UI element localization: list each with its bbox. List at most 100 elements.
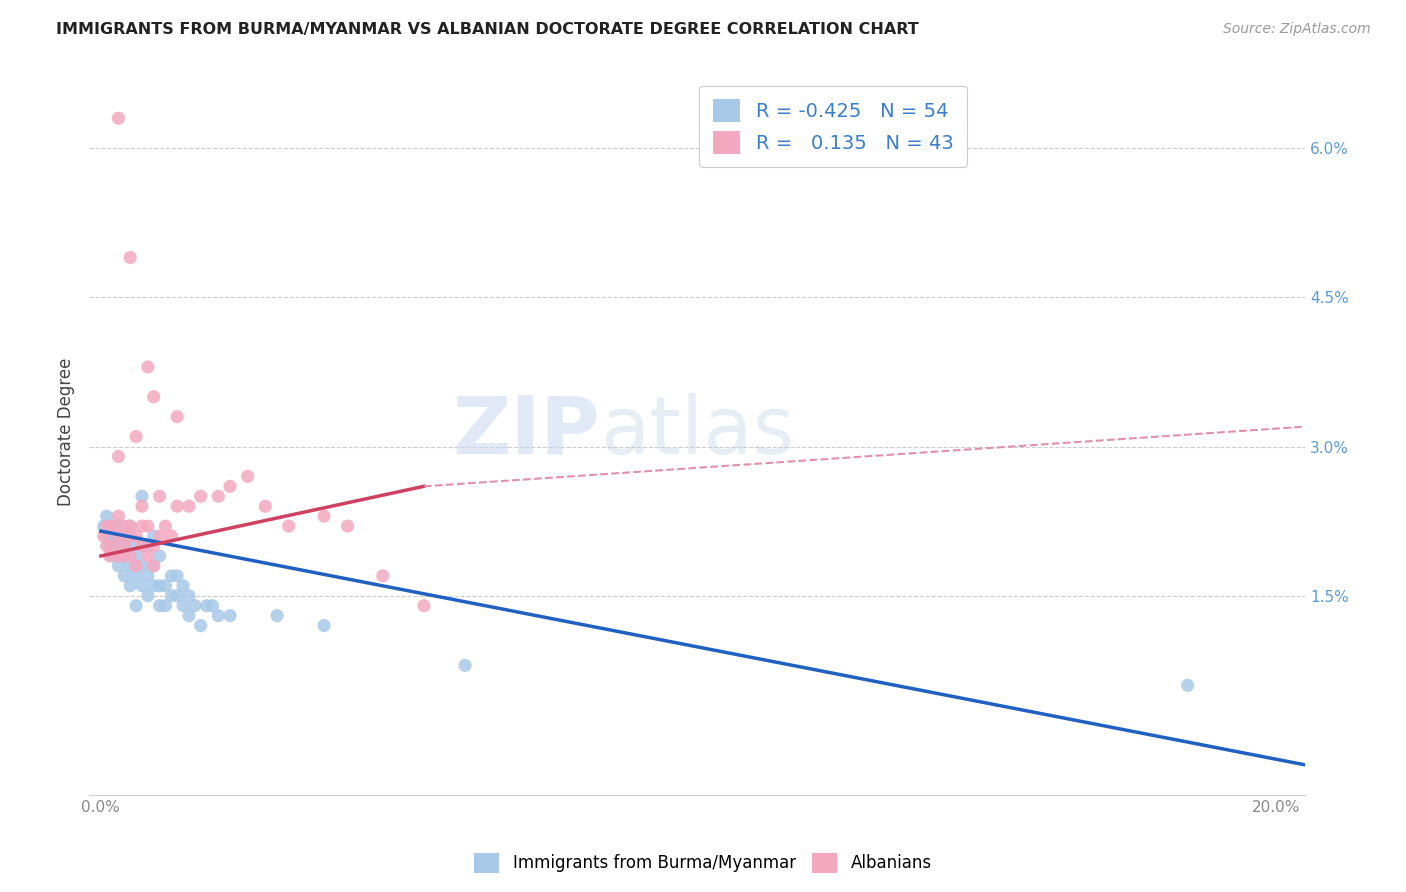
- Point: [177, 608, 200, 623]
- Point: [107, 112, 129, 126]
- Point: [112, 549, 135, 563]
- Y-axis label: Doctorate Degree: Doctorate Degree: [58, 358, 75, 506]
- Point: [120, 539, 142, 553]
- Point: [96, 529, 118, 543]
- Point: [190, 618, 212, 632]
- Point: [136, 589, 159, 603]
- Text: atlas: atlas: [600, 392, 794, 471]
- Point: [125, 529, 148, 543]
- Point: [107, 539, 129, 553]
- Point: [454, 658, 477, 673]
- Point: [148, 549, 170, 563]
- Point: [184, 599, 207, 613]
- Point: [101, 529, 124, 543]
- Point: [112, 539, 135, 553]
- Point: [195, 599, 218, 613]
- Point: [142, 558, 165, 573]
- Point: [136, 539, 159, 553]
- Point: [177, 500, 200, 514]
- Point: [142, 539, 165, 553]
- Point: [96, 539, 118, 553]
- Point: [371, 569, 394, 583]
- Point: [142, 390, 165, 404]
- Point: [413, 599, 436, 613]
- Point: [112, 569, 135, 583]
- Point: [131, 558, 153, 573]
- Point: [136, 569, 159, 583]
- Point: [142, 579, 165, 593]
- Point: [312, 618, 335, 632]
- Point: [155, 519, 177, 533]
- Point: [266, 608, 288, 623]
- Point: [107, 450, 129, 464]
- Point: [112, 549, 135, 563]
- Point: [148, 599, 170, 613]
- Point: [96, 509, 118, 524]
- Point: [125, 429, 148, 443]
- Point: [120, 558, 142, 573]
- Point: [120, 579, 142, 593]
- Legend: Immigrants from Burma/Myanmar, Albanians: Immigrants from Burma/Myanmar, Albanians: [468, 847, 938, 880]
- Point: [177, 589, 200, 603]
- Point: [125, 558, 148, 573]
- Point: [131, 519, 153, 533]
- Point: [219, 479, 242, 493]
- Point: [254, 500, 277, 514]
- Point: [131, 539, 153, 553]
- Point: [101, 519, 124, 533]
- Point: [312, 509, 335, 524]
- Point: [190, 489, 212, 503]
- Point: [207, 489, 229, 503]
- Point: [120, 529, 142, 543]
- Point: [107, 558, 129, 573]
- Point: [148, 579, 170, 593]
- Point: [148, 529, 170, 543]
- Point: [1177, 678, 1199, 692]
- Point: [120, 251, 142, 265]
- Point: [277, 519, 299, 533]
- Point: [136, 359, 159, 374]
- Point: [107, 529, 129, 543]
- Point: [166, 589, 188, 603]
- Point: [207, 608, 229, 623]
- Point: [131, 579, 153, 593]
- Point: [148, 489, 170, 503]
- Point: [131, 500, 153, 514]
- Point: [93, 529, 115, 543]
- Point: [142, 529, 165, 543]
- Point: [125, 549, 148, 563]
- Point: [131, 539, 153, 553]
- Point: [120, 549, 142, 563]
- Point: [155, 579, 177, 593]
- Point: [336, 519, 359, 533]
- Point: [107, 549, 129, 563]
- Point: [125, 569, 148, 583]
- Text: IMMIGRANTS FROM BURMA/MYANMAR VS ALBANIAN DOCTORATE DEGREE CORRELATION CHART: IMMIGRANTS FROM BURMA/MYANMAR VS ALBANIA…: [56, 22, 920, 37]
- Point: [160, 529, 183, 543]
- Point: [112, 519, 135, 533]
- Point: [101, 539, 124, 553]
- Point: [107, 519, 129, 533]
- Point: [160, 569, 183, 583]
- Point: [172, 599, 194, 613]
- Point: [160, 589, 183, 603]
- Point: [107, 549, 129, 563]
- Point: [101, 549, 124, 563]
- Point: [201, 599, 224, 613]
- Point: [142, 558, 165, 573]
- Point: [166, 569, 188, 583]
- Point: [155, 599, 177, 613]
- Point: [236, 469, 259, 483]
- Point: [166, 409, 188, 424]
- Point: [93, 519, 115, 533]
- Point: [172, 579, 194, 593]
- Point: [131, 489, 153, 503]
- Point: [107, 509, 129, 524]
- Legend: R = -0.425   N = 54, R =   0.135   N = 43: R = -0.425 N = 54, R = 0.135 N = 43: [699, 86, 967, 168]
- Point: [101, 519, 124, 533]
- Point: [98, 549, 121, 563]
- Point: [136, 519, 159, 533]
- Point: [120, 519, 142, 533]
- Point: [136, 549, 159, 563]
- Point: [125, 599, 148, 613]
